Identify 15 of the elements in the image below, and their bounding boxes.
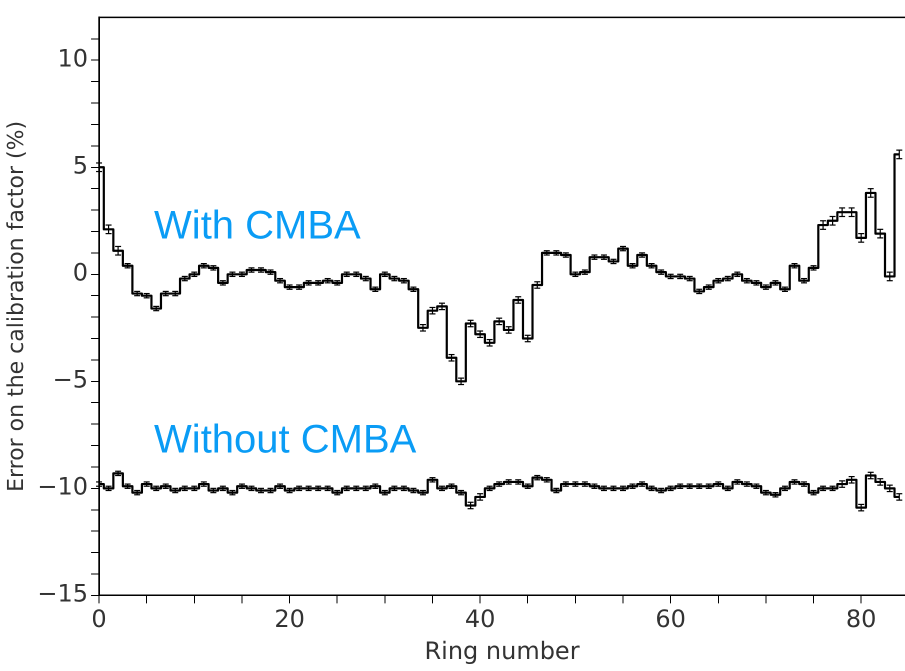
series-label: Without CMBA — [154, 417, 417, 462]
y-tick-label: −15 — [37, 580, 88, 608]
series-label: With CMBA — [154, 203, 362, 248]
x-tick-label: 80 — [846, 605, 876, 634]
x-tick-label: 40 — [464, 605, 496, 634]
x-tick-label: 20 — [274, 605, 305, 634]
y-tick-label: −10 — [37, 472, 88, 501]
y-tick-label: 5 — [72, 151, 88, 180]
x-axis-title: Ring number — [424, 636, 580, 665]
y-tick-label: −5 — [52, 366, 88, 394]
y-axis-title: Error on the calibration factor (%) — [4, 120, 29, 492]
x-tick-label: 60 — [655, 605, 686, 634]
y-tick-label: 10 — [58, 44, 88, 72]
x-tick-label: 0 — [91, 605, 107, 634]
y-tick-label: 0 — [72, 258, 88, 287]
